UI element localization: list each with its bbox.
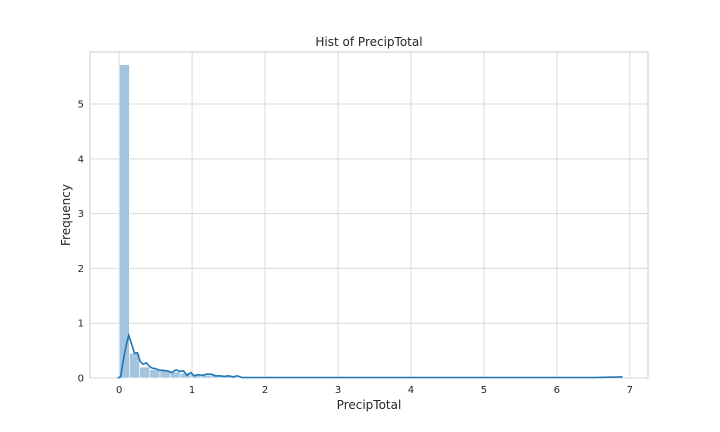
chart-title: Hist of PrecipTotal <box>315 35 422 49</box>
y-tick-label: 4 <box>78 154 84 165</box>
histogram-bar <box>149 369 161 379</box>
x-tick-label: 4 <box>408 385 414 396</box>
y-tick-label: 5 <box>78 100 84 111</box>
y-tick-label: 0 <box>78 374 84 385</box>
y-tick-labels: 0 1 2 3 4 5 <box>78 100 84 385</box>
y-tick-label: 3 <box>78 209 84 220</box>
density-curve <box>117 332 623 379</box>
y-tick-label: 1 <box>78 319 84 330</box>
x-tick-label: 7 <box>627 385 633 396</box>
y-tick-label: 2 <box>78 264 84 275</box>
x-tick-label: 5 <box>481 385 487 396</box>
histogram-bars <box>118 64 243 379</box>
x-tick-label: 3 <box>335 385 341 396</box>
histogram-bar <box>139 366 151 379</box>
x-tick-label: 6 <box>554 385 560 396</box>
x-tick-label: 0 <box>116 385 122 396</box>
histogram-bar <box>118 64 130 379</box>
x-axis-label: PrecipTotal <box>337 398 402 412</box>
x-tick-label: 2 <box>262 385 268 396</box>
y-axis-label: Frequency <box>59 184 73 246</box>
grid-lines <box>90 52 648 379</box>
x-tick-label: 1 <box>189 385 195 396</box>
x-tick-labels: 0 1 2 3 4 5 6 7 <box>116 385 633 396</box>
plot-area <box>89 51 649 379</box>
